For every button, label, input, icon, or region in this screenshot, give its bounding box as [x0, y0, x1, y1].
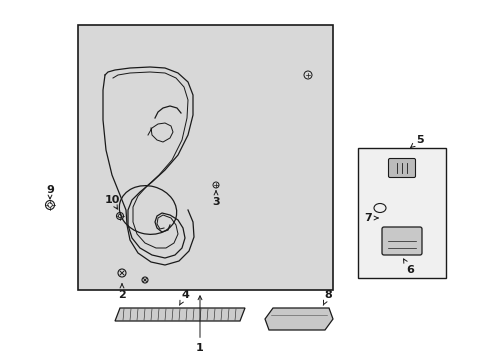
- Text: 3: 3: [212, 191, 220, 207]
- FancyBboxPatch shape: [387, 158, 415, 177]
- Text: 8: 8: [323, 290, 331, 305]
- Text: 5: 5: [410, 135, 423, 147]
- Text: 1: 1: [196, 296, 203, 353]
- Bar: [78, 25, 332, 290]
- Polygon shape: [264, 308, 332, 330]
- Text: 10: 10: [104, 195, 120, 209]
- Bar: [357, 148, 445, 278]
- FancyBboxPatch shape: [381, 227, 421, 255]
- Text: 4: 4: [179, 290, 188, 305]
- Polygon shape: [115, 308, 244, 321]
- Text: 9: 9: [46, 185, 54, 199]
- Text: 6: 6: [403, 259, 413, 275]
- Text: 2: 2: [118, 284, 125, 300]
- Text: 7: 7: [364, 213, 377, 223]
